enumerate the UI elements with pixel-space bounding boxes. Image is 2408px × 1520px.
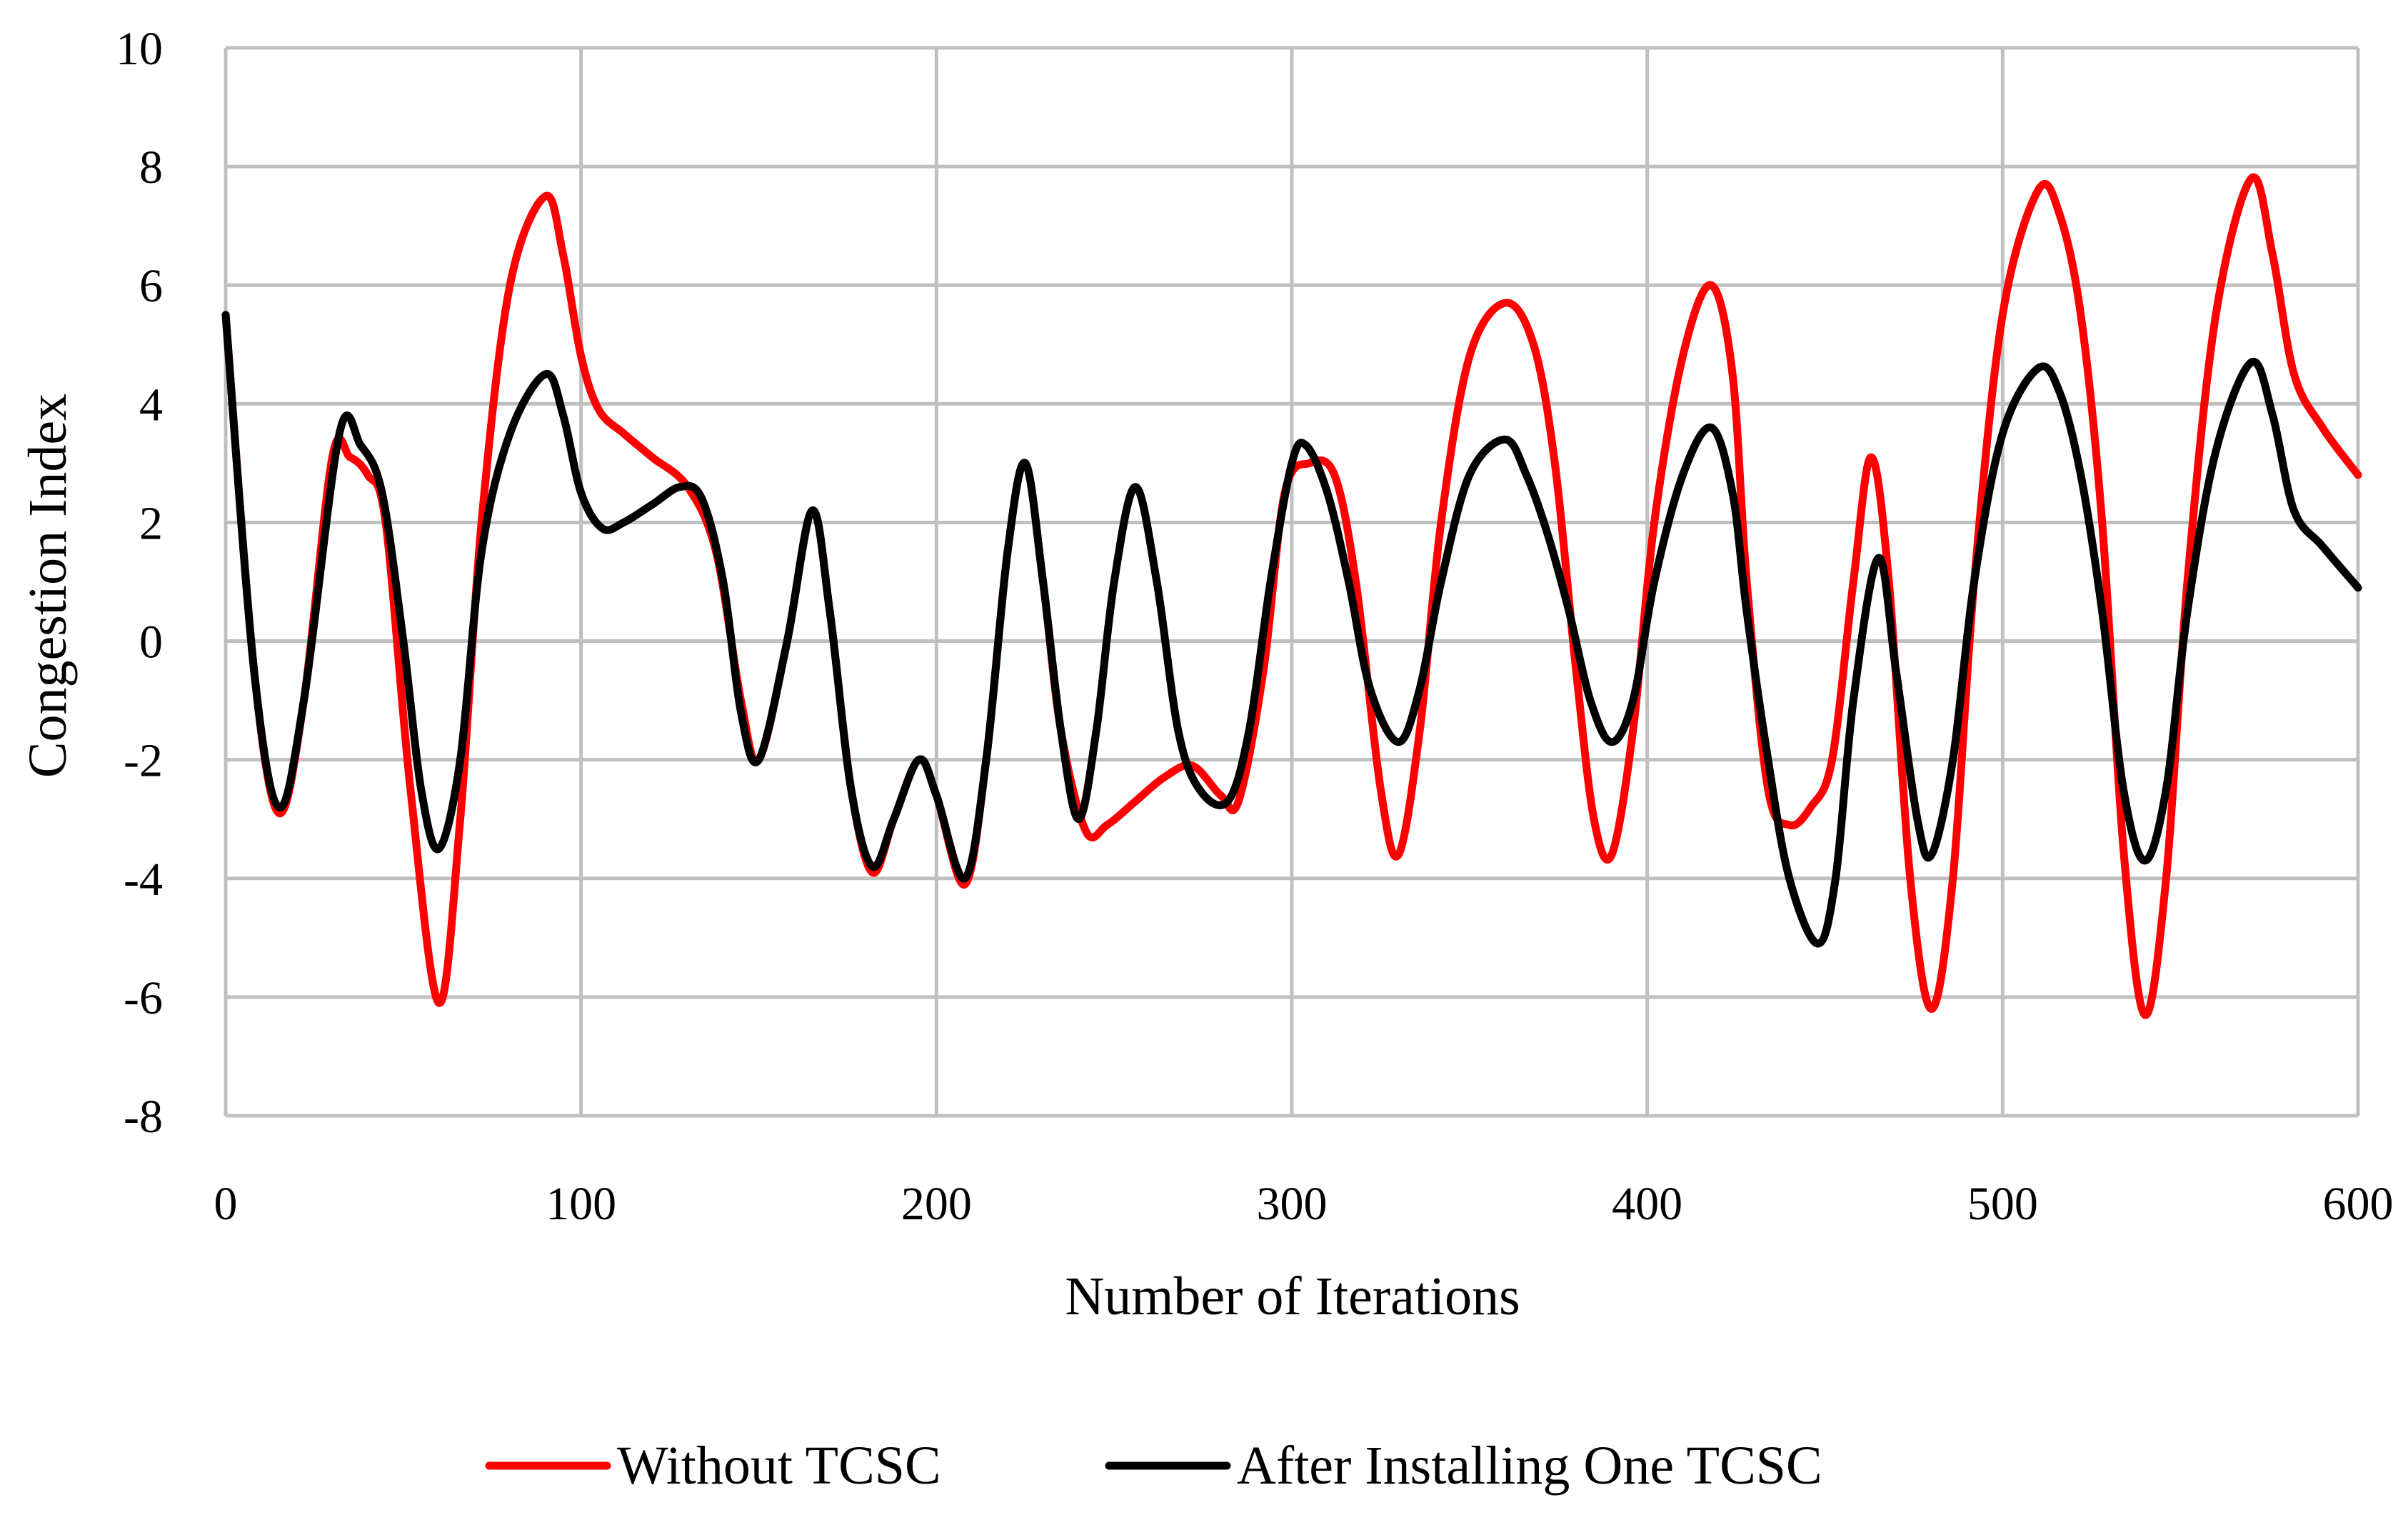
x-tick-label: 200 bbox=[901, 1178, 972, 1230]
y-axis-title: Congestion Index bbox=[18, 394, 78, 778]
y-tick-label: -4 bbox=[124, 854, 163, 906]
grid bbox=[224, 46, 2360, 1118]
x-tick-label: 600 bbox=[2323, 1178, 2394, 1230]
series-lines bbox=[221, 173, 2362, 1019]
y-tick-label: 4 bbox=[139, 379, 163, 431]
legend-label-after-installing-one-tcsc: After Installing One TCSC bbox=[1237, 1436, 1822, 1496]
series-line-after-installing-one-tcsc bbox=[221, 311, 2362, 948]
y-tick-label: -6 bbox=[124, 972, 163, 1024]
y-tick-label: 0 bbox=[139, 616, 163, 669]
y-axis-tick-labels: -8 -6 -4 -2 0 2 4 6 8 10 bbox=[116, 23, 163, 1143]
x-axis-title: Number of Iterations bbox=[1065, 1266, 1520, 1326]
x-tick-label: 500 bbox=[1967, 1178, 2038, 1230]
x-tick-label: 400 bbox=[1612, 1178, 1682, 1230]
y-tick-label: 8 bbox=[139, 141, 163, 194]
x-tick-label: 0 bbox=[214, 1178, 238, 1230]
y-tick-label: -2 bbox=[124, 735, 163, 787]
y-tick-label: 2 bbox=[139, 497, 163, 549]
y-tick-label: 10 bbox=[116, 23, 163, 75]
y-tick-label: -8 bbox=[124, 1091, 163, 1143]
x-tick-label: 300 bbox=[1257, 1178, 1328, 1230]
x-axis-tick-labels: 0 100 200 300 400 500 600 bbox=[214, 1178, 2394, 1230]
x-tick-label: 100 bbox=[546, 1178, 616, 1230]
legend: Without TCSC After Installing One TCSC bbox=[485, 1436, 1822, 1496]
legend-label-without-tcsc: Without TCSC bbox=[617, 1436, 941, 1496]
y-tick-label: 6 bbox=[139, 260, 163, 312]
